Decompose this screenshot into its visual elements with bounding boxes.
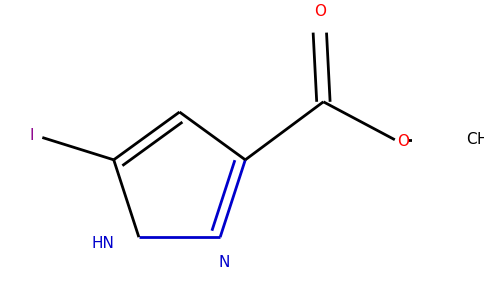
Text: HN: HN: [91, 236, 114, 251]
Text: I: I: [30, 128, 34, 143]
Text: O: O: [314, 4, 326, 19]
Text: CH$_3$: CH$_3$: [466, 130, 484, 149]
Text: O: O: [397, 134, 409, 149]
Text: N: N: [219, 255, 230, 270]
